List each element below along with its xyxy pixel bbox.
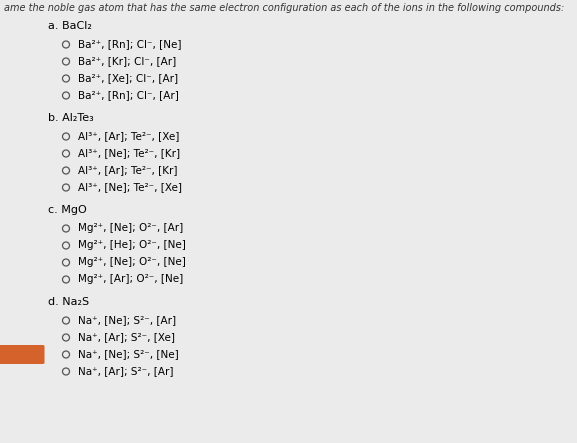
Text: Na⁺, [Ar]; S²⁻, [Ar]: Na⁺, [Ar]; S²⁻, [Ar]: [78, 366, 174, 376]
Text: Mg²⁺, [Ar]; O²⁻, [Ne]: Mg²⁺, [Ar]; O²⁻, [Ne]: [78, 274, 183, 284]
Text: a. BaCl₂: a. BaCl₂: [48, 21, 92, 31]
Text: Al³⁺, [Ne]; Te²⁻, [Xe]: Al³⁺, [Ne]; Te²⁻, [Xe]: [78, 182, 182, 192]
Text: d. Na₂S: d. Na₂S: [48, 297, 89, 307]
Text: Al³⁺, [Ar]; Te²⁻, [Kr]: Al³⁺, [Ar]; Te²⁻, [Kr]: [78, 165, 178, 175]
Text: Mg²⁺, [Ne]; O²⁻, [Ar]: Mg²⁺, [Ne]; O²⁻, [Ar]: [78, 223, 183, 233]
Text: Na⁺, [Ne]; S²⁻, [Ar]: Na⁺, [Ne]; S²⁻, [Ar]: [78, 315, 176, 325]
Text: Na⁺, [Ne]; S²⁻, [Ne]: Na⁺, [Ne]; S²⁻, [Ne]: [78, 349, 179, 359]
Text: Ba²⁺, [Kr]; Cl⁻, [Ar]: Ba²⁺, [Kr]; Cl⁻, [Ar]: [78, 56, 176, 66]
Text: Ba²⁺, [Rn]; Cl⁻, [Ar]: Ba²⁺, [Rn]; Cl⁻, [Ar]: [78, 90, 179, 100]
Text: Na⁺, [Ar]; S²⁻, [Xe]: Na⁺, [Ar]; S²⁻, [Xe]: [78, 332, 175, 342]
FancyBboxPatch shape: [0, 345, 44, 364]
Text: Al³⁺, [Ar]; Te²⁻, [Xe]: Al³⁺, [Ar]; Te²⁻, [Xe]: [78, 131, 179, 141]
Text: Ba²⁺, [Rn]; Cl⁻, [Ne]: Ba²⁺, [Rn]; Cl⁻, [Ne]: [78, 39, 182, 49]
Text: ame the noble gas atom that has the same electron configuration as each of the i: ame the noble gas atom that has the same…: [4, 3, 564, 13]
Text: Mg²⁺, [He]; O²⁻, [Ne]: Mg²⁺, [He]; O²⁻, [Ne]: [78, 240, 186, 250]
Text: b. Al₂Te₃: b. Al₂Te₃: [48, 113, 93, 123]
Text: c. MgO: c. MgO: [48, 205, 87, 215]
Text: Al³⁺, [Ne]; Te²⁻, [Kr]: Al³⁺, [Ne]; Te²⁻, [Kr]: [78, 148, 180, 158]
Text: Mg²⁺, [Ne]; O²⁻, [Ne]: Mg²⁺, [Ne]; O²⁻, [Ne]: [78, 257, 186, 267]
Text: Ba²⁺, [Xe]; Cl⁻, [Ar]: Ba²⁺, [Xe]; Cl⁻, [Ar]: [78, 73, 178, 83]
